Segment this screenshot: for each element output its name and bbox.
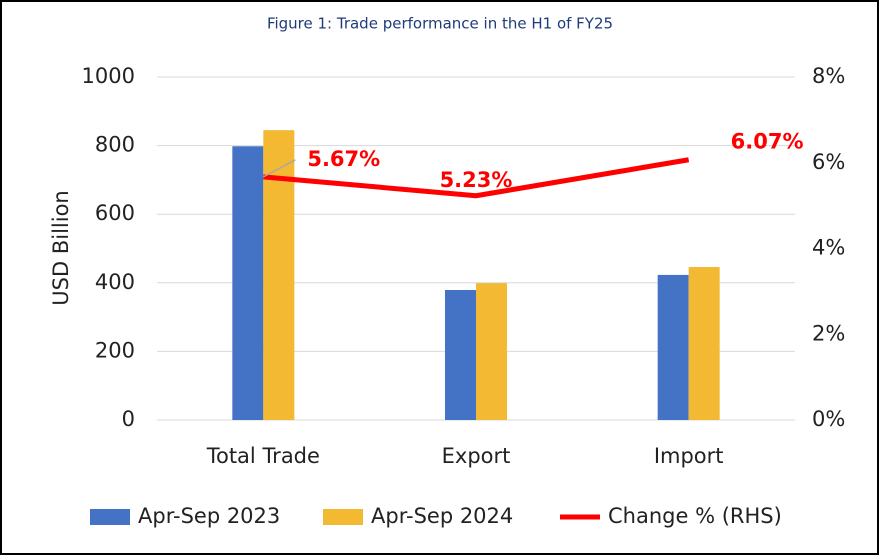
bar xyxy=(657,274,689,420)
bar xyxy=(232,146,264,420)
y-tick-label: 1000 xyxy=(82,64,135,88)
legend-label: Apr-Sep 2023 xyxy=(138,504,280,528)
y2-tick-label: 0% xyxy=(812,407,845,431)
y2-tick-label: 6% xyxy=(812,150,845,174)
legend-swatch xyxy=(90,509,130,525)
y-tick-label: 600 xyxy=(95,201,135,225)
y-tick-label: 800 xyxy=(95,133,135,157)
x-tick-label: Import xyxy=(654,444,724,468)
legend-swatch xyxy=(323,509,363,525)
data-label: 5.67% xyxy=(307,147,380,171)
leader-line xyxy=(262,159,296,178)
data-label: 5.23% xyxy=(440,168,513,192)
y2-tick-label: 2% xyxy=(812,321,845,345)
y-tick-label: 400 xyxy=(95,270,135,294)
y2-tick-label: 8% xyxy=(812,64,845,88)
data-label: 6.07% xyxy=(731,130,804,154)
y2-tick-label: 4% xyxy=(812,236,845,260)
line xyxy=(263,157,690,199)
bar xyxy=(476,283,507,420)
legend-label: Apr-Sep 2024 xyxy=(371,504,513,528)
chart-title: Figure 1: Trade performance in the H1 of… xyxy=(267,15,613,33)
bar xyxy=(688,267,720,420)
y-tick-label: 0 xyxy=(122,407,135,431)
y-axis-label: USD Billion xyxy=(49,190,73,305)
y-tick-label: 200 xyxy=(95,338,135,362)
legend-label: Change % (RHS) xyxy=(608,504,782,528)
x-tick-label: Export xyxy=(442,444,511,468)
x-tick-label: Total Trade xyxy=(206,444,320,468)
bar xyxy=(445,290,476,420)
